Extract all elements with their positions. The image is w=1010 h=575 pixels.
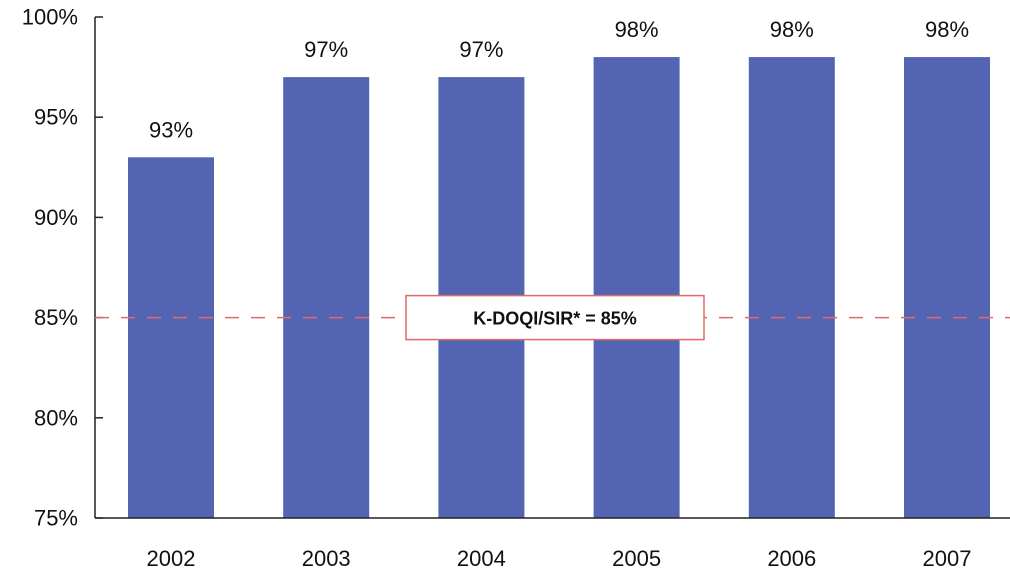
- y-tick-label: 75%: [34, 506, 78, 531]
- x-tick-label: 2006: [767, 546, 816, 571]
- bars: [128, 57, 990, 519]
- x-tick-label: 2003: [302, 546, 351, 571]
- reference-label-frame: [405, 294, 705, 341]
- reference-label-box: K-DOQI/SIR* = 85%: [405, 294, 705, 341]
- data-label: 98%: [770, 17, 814, 42]
- y-tick-label: 90%: [34, 205, 78, 230]
- y-axis-ticks: 75% 80% 85% 90% 95% 100%: [22, 5, 103, 531]
- y-tick-label: 95%: [34, 105, 78, 130]
- data-label: 98%: [925, 17, 969, 42]
- bar: [283, 77, 370, 519]
- bar: [904, 57, 990, 519]
- bar: [593, 57, 680, 519]
- x-tick-label: 2004: [457, 546, 506, 571]
- bar: [748, 57, 835, 519]
- data-label: 97%: [459, 37, 503, 62]
- x-tick-label: 2005: [612, 546, 661, 571]
- x-tick-label: 2002: [147, 546, 196, 571]
- data-label: 98%: [615, 17, 659, 42]
- data-label: 93%: [149, 117, 193, 142]
- y-tick-label: 100%: [22, 5, 78, 30]
- x-tick-label: 2007: [923, 546, 972, 571]
- y-tick-label: 85%: [34, 305, 78, 330]
- bar: [128, 157, 214, 518]
- data-label: 97%: [304, 37, 348, 62]
- reference-label: K-DOQI/SIR* = 85%: [473, 309, 637, 329]
- value-labels: 93% 97% 97% 98% 98% 98%: [149, 17, 969, 142]
- y-tick-label: 80%: [34, 405, 78, 430]
- x-axis-labels: 2002 2003 2004 2005 2006 2007: [147, 546, 972, 571]
